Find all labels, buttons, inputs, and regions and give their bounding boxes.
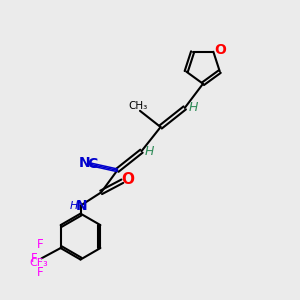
Text: O: O — [214, 43, 226, 57]
Text: N: N — [76, 199, 88, 213]
Text: CF₃: CF₃ — [30, 258, 49, 268]
Text: O: O — [121, 172, 134, 187]
Text: H: H — [145, 145, 154, 158]
Text: H: H — [188, 101, 198, 114]
Text: CH₃: CH₃ — [128, 100, 147, 110]
Text: C: C — [87, 158, 98, 171]
Text: F: F — [30, 252, 37, 265]
Text: N: N — [79, 156, 90, 170]
Text: H: H — [70, 201, 78, 211]
Text: F: F — [37, 238, 43, 251]
Text: F: F — [37, 266, 43, 279]
